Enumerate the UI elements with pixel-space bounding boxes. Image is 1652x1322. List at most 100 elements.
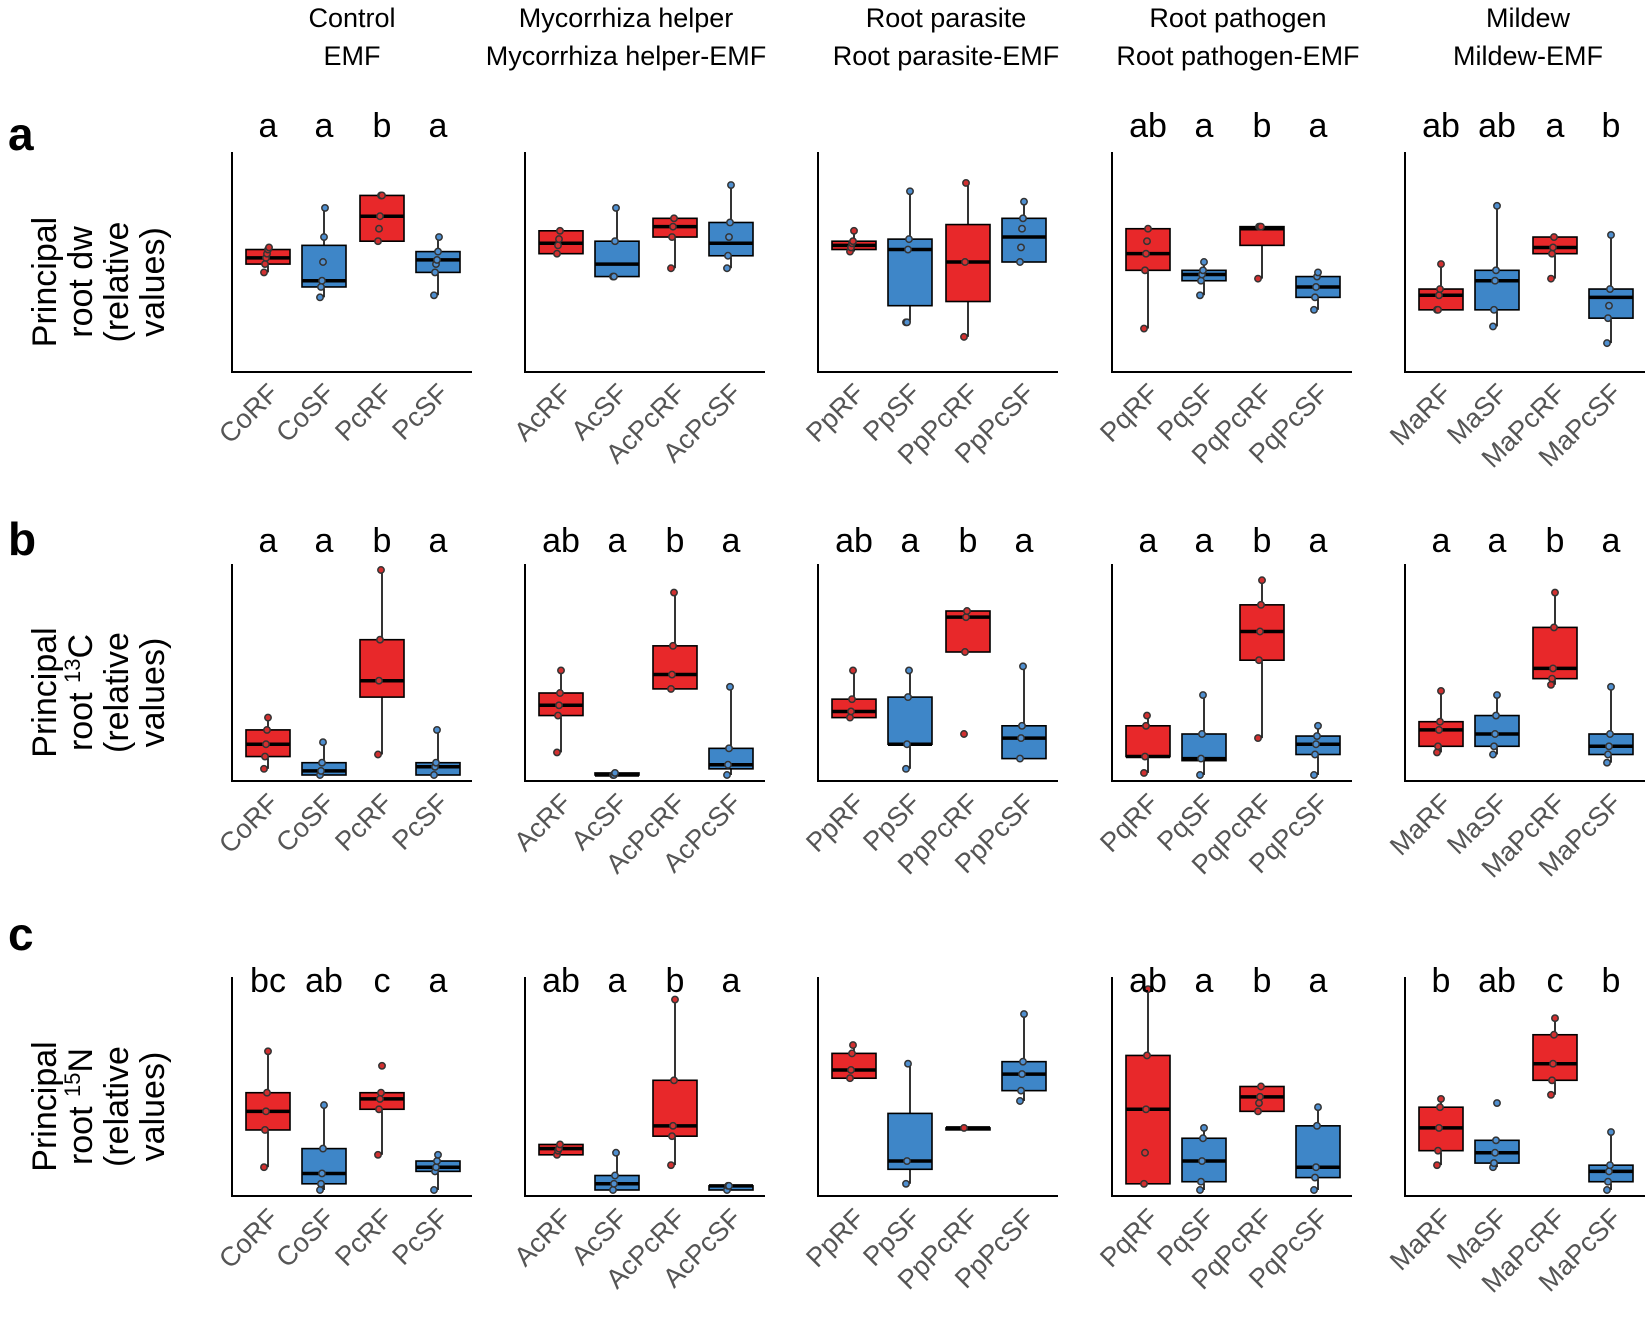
box-b-pqpcsf-point: [1314, 721, 1322, 730]
box-a-marf-point: [1435, 291, 1443, 300]
box-c-pqrf-point: [1144, 985, 1152, 994]
box-c-acpcrf-point: [669, 1121, 677, 1130]
box-b-acpcrf-point: [669, 641, 677, 650]
box-a-pcsf-point: [434, 247, 442, 256]
box-a-pcrf-point: [374, 237, 382, 246]
box-b-mapcrf-point: [1549, 664, 1557, 673]
x-tick-label-b-pqrf: PqRF: [1094, 788, 1164, 858]
box-c-mapcsf-point: [1606, 1161, 1614, 1170]
y-axis-label-b-line2: root 13C: [60, 634, 100, 751]
x-tick-label-a-acrf: AcRF: [508, 378, 577, 447]
box-b-acsf-significance-letter: a: [608, 522, 627, 560]
y-axis-label-c-element: N: [62, 1048, 100, 1073]
box-c-acpcrf-point: [668, 1132, 676, 1141]
box-b-pcrf-significance-letter: b: [373, 522, 392, 560]
box-c-pcrf-point: [374, 1150, 382, 1159]
box-c-ppsf-point: [904, 1059, 912, 1068]
box-c-ppsf-point: [903, 1157, 911, 1165]
box-c-pppcrf-point: [960, 1123, 968, 1132]
box-c-cosf-point: [319, 1144, 327, 1153]
box-b-marf-significance-letter: a: [1432, 522, 1451, 560]
panel-b-2-axes: [524, 564, 765, 782]
box-a-cosf-significance-letter: a: [315, 107, 334, 145]
box-c-masf-point: [1493, 1099, 1501, 1108]
box-c-pcrf-point: [378, 1061, 386, 1070]
box-b-pppcsf-point: [1016, 754, 1024, 763]
panel-b-3-axes: [817, 564, 1058, 782]
box-b-pppcsf-significance-letter: a: [1015, 522, 1034, 560]
box-a-acpcrf-point: [670, 214, 678, 223]
box-b-ppsf-point: [904, 693, 912, 702]
box-b-cosf-point: [317, 766, 325, 775]
box-c-pqpcrf-significance-letter: b: [1253, 962, 1272, 1000]
box-b-mapcsf-significance-letter: a: [1602, 522, 1621, 560]
box-b-pppcsf-point: [1018, 721, 1026, 730]
box-b-pqrf-significance-letter: a: [1139, 522, 1158, 560]
box-c-marf-point: [1435, 1123, 1443, 1132]
box-b-pqpcrf-point: [1255, 656, 1263, 665]
column-header-1-line-1: Control: [308, 3, 395, 33]
box-b-pqsf-point: [1199, 691, 1207, 699]
box-b-ppsf-box: [887, 696, 933, 746]
box-c-masf-point: [1492, 1136, 1500, 1145]
box-a-cosf-point: [317, 283, 325, 291]
box-b-ppsf-point: [905, 666, 913, 675]
box-c-mapcrf-significance-letter: c: [1547, 962, 1564, 1000]
box-b-pqpcrf-point: [1256, 627, 1264, 636]
box-c-mapcrf-point: [1547, 1090, 1555, 1099]
box-c-corf-point: [260, 1163, 268, 1172]
y-axis-label-c-line4: values): [134, 1052, 172, 1162]
column-header-1-line-2: EMF: [324, 41, 381, 71]
box-a-masf-point: [1493, 201, 1501, 210]
box-c-pcsf-point: [432, 1163, 440, 1172]
box-a-mapcrf-point: [1550, 233, 1558, 241]
box-a-mapcsf-point: [1603, 339, 1611, 348]
box-b-masf-significance-letter: a: [1488, 522, 1507, 560]
box-b-pqsf-point: [1197, 754, 1205, 763]
x-tick-label-a-cosf: CoSF: [270, 378, 340, 448]
box-b-masf-point: [1492, 711, 1500, 720]
box-a-pppcsf-point: [1020, 197, 1028, 206]
box-c-acsf-point: [609, 1186, 617, 1194]
box-c-marf-point: [1437, 1094, 1445, 1103]
box-c-marf-point: [1436, 1103, 1444, 1112]
panel-a-5-axes: [1404, 152, 1645, 373]
box-c-pprf-point: [847, 1065, 855, 1074]
box-c-acpcrf-point: [670, 1076, 678, 1085]
box-a-masf-point: [1491, 276, 1499, 285]
box-a-pprf-point: [850, 226, 858, 235]
box-a-acrf-point: [554, 241, 562, 250]
box-a-pqrf-point: [1142, 249, 1150, 258]
box-a-acsf-point: [611, 237, 619, 246]
panel-b-5-axes: [1404, 564, 1645, 782]
box-a-masf-significance-letter: ab: [1478, 107, 1516, 145]
x-tick-label-a-marf: MaRF: [1384, 378, 1457, 451]
box-c-mapcrf-point: [1551, 1014, 1559, 1023]
box-a-marf-significance-letter: ab: [1422, 107, 1460, 145]
panel-c-5-axes: [1404, 977, 1645, 1197]
box-c-pprf-point: [846, 1074, 854, 1083]
y-axis-label-a-line4: values): [134, 227, 172, 337]
box-c-acpcrf-significance-letter: b: [666, 962, 685, 1000]
panel-a-2-axes: [524, 152, 765, 373]
box-a-cosf-point: [319, 258, 327, 266]
box-a-pcrf-point: [375, 224, 383, 233]
box-b-pprf-point: [847, 707, 855, 716]
panel-letter-b: b: [8, 513, 36, 565]
box-c-acpcsf-significance-letter: a: [722, 962, 741, 1000]
box-b-cosf-point: [319, 738, 327, 747]
box-c-mapcrf-point: [1549, 1059, 1557, 1068]
y-axis-label-a: Principalroot dw(relativevalues): [26, 217, 172, 347]
box-a-pppcsf-point: [1019, 214, 1027, 223]
x-tick-label-c-pqrf: PqRF: [1094, 1203, 1164, 1273]
box-a-acrf-point: [555, 235, 563, 244]
panel-letter-c: c: [8, 908, 34, 960]
box-b-acrf-point: [557, 666, 565, 675]
y-axis-label-b-superscript: 13: [60, 659, 85, 683]
box-c-pqsf-significance-letter: a: [1195, 962, 1214, 1000]
x-tick-label-a-pqrf: PqRF: [1094, 378, 1164, 448]
